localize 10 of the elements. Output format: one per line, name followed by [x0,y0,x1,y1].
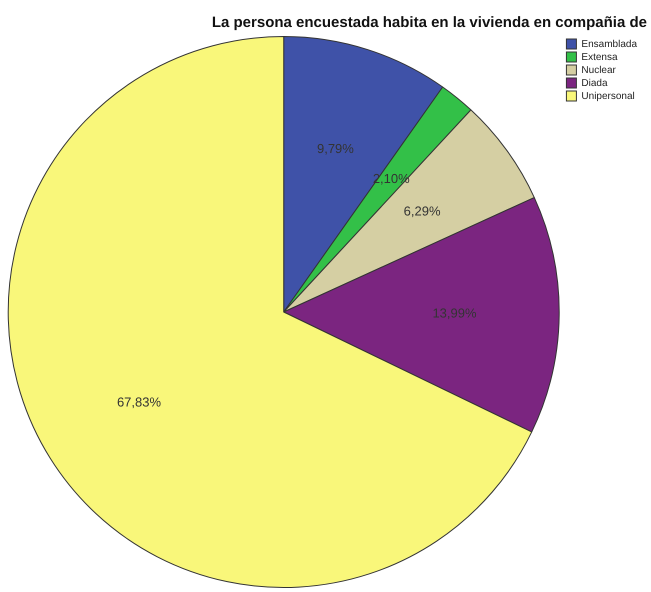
legend-label: Diada [581,78,608,89]
legend-label: Unipersonal [581,90,635,102]
chart-title: La persona encuestada habita en la vivienda en compañia de [212,14,647,32]
legend-label: Ensamblada [581,38,638,50]
data-label: 13,99% [432,305,477,320]
legend-label: Nuclear [581,64,617,76]
data-label: 67,83% [116,394,162,410]
data-label: 6,29% [404,203,441,218]
data-label: 9,79% [316,140,354,156]
legend-label: Extensa [581,52,618,63]
